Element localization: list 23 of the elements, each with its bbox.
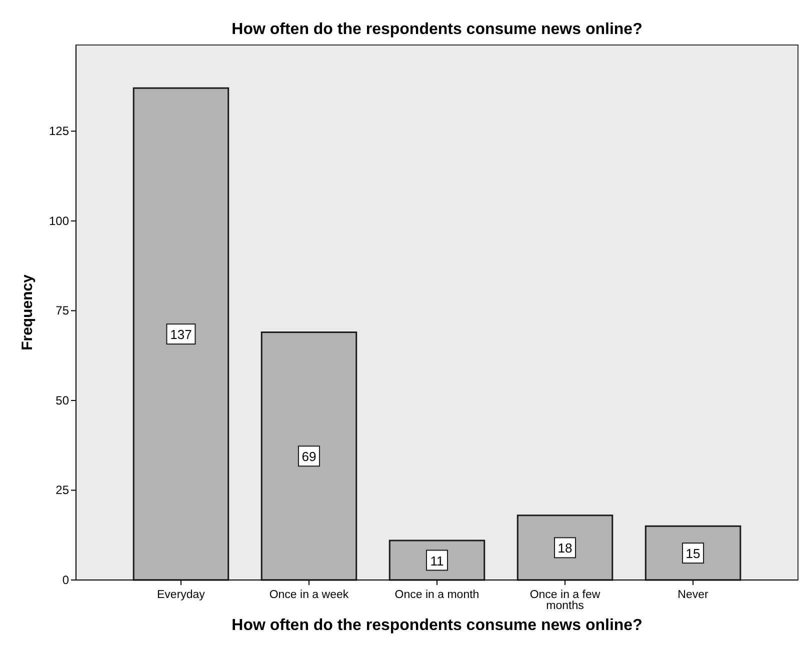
y-tick-label: 75	[56, 304, 70, 318]
data-label: 69	[302, 449, 316, 464]
data-label: 18	[558, 540, 572, 556]
chart-title: How often do the respondents consume news online?	[232, 21, 642, 38]
y-tick-label: 0	[62, 573, 70, 587]
bar	[516, 514, 614, 581]
data-label: 11	[430, 553, 444, 568]
bar	[644, 525, 742, 581]
x-tick-label: Once in a week	[269, 589, 349, 601]
x-tick-label: Once in a month	[394, 589, 480, 601]
data-label: 15	[686, 546, 700, 562]
x-tick-label: Everyday	[157, 589, 206, 601]
y-tick-label: 25	[56, 483, 70, 498]
x-tick-label: Never	[678, 589, 709, 601]
y-tick-label: 50	[56, 393, 70, 408]
bar	[260, 332, 358, 581]
bar	[132, 87, 230, 581]
x-axis-title: How often do the respondents consume news online?	[232, 617, 642, 634]
y-tick-label: 100	[48, 214, 70, 228]
x-tick-label: Once in a few months	[530, 589, 601, 612]
y-tick-label: 125	[48, 124, 70, 138]
data-label: 137	[170, 327, 192, 342]
y-axis-title: Frequency	[19, 274, 36, 350]
